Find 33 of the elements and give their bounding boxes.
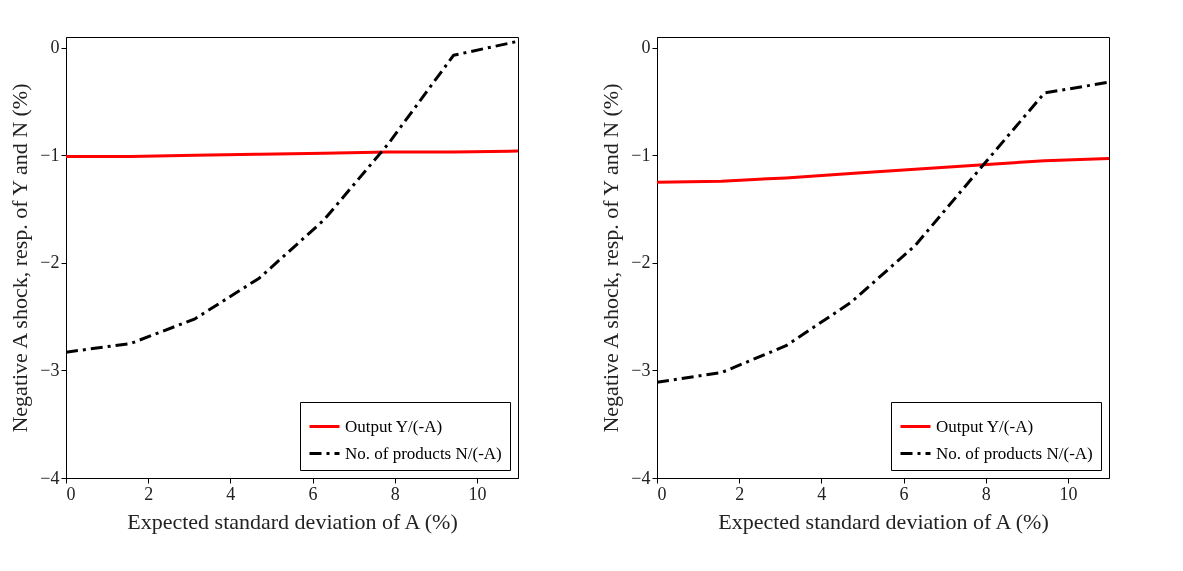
x-tick-label: 10 — [468, 483, 487, 504]
y-tick-label: −2 — [631, 252, 651, 273]
legend-label: No. of products N/(-A) — [936, 443, 1093, 463]
legend-label: Output Y/(-A) — [345, 416, 443, 436]
y-tick-label: 0 — [641, 37, 651, 58]
line-series — [657, 80, 1109, 384]
x-tick-label: 0 — [66, 483, 76, 504]
x-tick-label: 2 — [735, 483, 745, 504]
y-axis-title: Negative A shock, resp. of Y and N (%) — [7, 83, 33, 433]
x-tick-label: 0 — [657, 483, 667, 504]
x-axis-title: Expected standard deviation of A (%) — [127, 508, 458, 534]
x-tick-label: 6 — [308, 483, 318, 504]
x-tick-label: 8 — [981, 483, 991, 504]
line-series — [657, 157, 1109, 184]
x-tick-label: 10 — [1059, 483, 1078, 504]
x-tick-label: 8 — [390, 483, 400, 504]
y-tick-label: 0 — [50, 37, 60, 58]
x-tick-label: 4 — [817, 483, 827, 504]
line-series — [66, 39, 518, 354]
legend-label: Output Y/(-A) — [936, 416, 1034, 436]
x-tick-label: 6 — [899, 483, 909, 504]
x-axis-title: Expected standard deviation of A (%) — [718, 508, 1049, 534]
y-tick-label: −2 — [40, 252, 60, 273]
y-tick-label: −4 — [631, 467, 651, 488]
y-tick-label: −4 — [40, 467, 60, 488]
y-tick-label: −1 — [631, 144, 651, 165]
y-tick-label: −3 — [40, 359, 60, 380]
x-tick-label: 2 — [144, 483, 154, 504]
x-tick-label: 4 — [226, 483, 236, 504]
y-axis-title: Negative A shock, resp. of Y and N (%) — [598, 83, 624, 433]
legend-label: No. of products N/(-A) — [345, 443, 502, 463]
y-tick-label: −1 — [40, 144, 60, 165]
y-tick-label: −3 — [631, 359, 651, 380]
